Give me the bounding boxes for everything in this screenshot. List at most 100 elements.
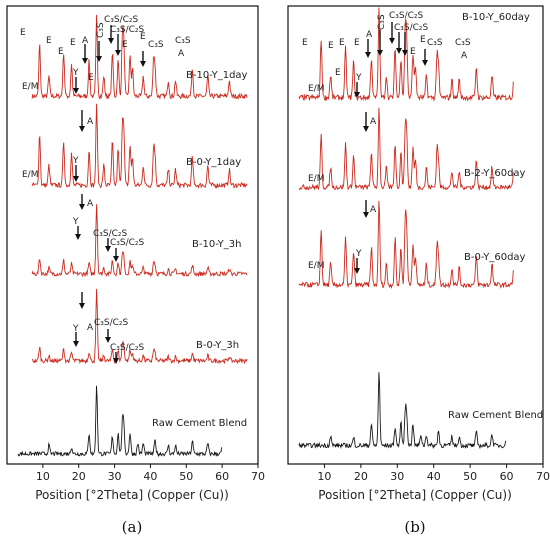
b-s1-peak-C3S-3: C₃S xyxy=(455,38,471,48)
b-arrow-c3sc2s-1 xyxy=(389,22,395,44)
a-s1-peak-E-1: E xyxy=(20,28,26,38)
a-s2-peak-A: A xyxy=(87,117,94,127)
b-arrow-c3s-2 xyxy=(422,49,428,66)
a-series-label-2: B-0-Y_1day xyxy=(186,157,241,168)
b-series-label-3: B-0-Y_60day xyxy=(464,252,526,263)
a-s1-peak-E-4: E xyxy=(70,38,76,48)
b-trace-s1 xyxy=(298,7,514,102)
b-s1-peak-A-2: A xyxy=(461,51,468,61)
a-s2-peak-Y: Y xyxy=(72,156,79,166)
b-trace-s2 xyxy=(298,107,514,191)
a-s4-peak-Y: Y xyxy=(72,324,79,334)
a-arrow-c3sc2s-6 xyxy=(113,352,119,364)
a-arrow-c3s-2 xyxy=(140,51,146,67)
a-series-label-raw: Raw Cement Blend xyxy=(152,418,247,429)
a-s2-peak-EM: E/M xyxy=(22,170,38,180)
b-arrow-A-3 xyxy=(363,200,369,218)
b-series-label-raw: Raw Cement Blend xyxy=(448,410,543,421)
panel-b-label: (b) xyxy=(404,518,425,536)
a-x-tick-label-20: 20 xyxy=(72,470,86,483)
b-trace-s3 xyxy=(298,200,514,289)
a-s4-peak-A: A xyxy=(87,323,94,333)
a-trace-s2 xyxy=(31,103,248,190)
a-trace-s4 xyxy=(31,288,248,365)
b-series-label-1: B-10-Y_60day xyxy=(462,12,530,23)
a-s1-peak-E-7: E xyxy=(140,32,146,42)
b-x-tick-label-20: 20 xyxy=(354,470,368,483)
a-s1-peak-C3S-2: C₃S xyxy=(148,40,164,50)
b-arrow-C3S-1 xyxy=(377,30,383,56)
b-s2-peak-EM: E/M xyxy=(308,174,324,184)
b-s1-peak-C3S-2: C₃S xyxy=(427,38,443,48)
a-arrow-A-3 xyxy=(79,194,85,210)
b-s1-peak-C3SC2S-2: C₃S/C₂S xyxy=(394,23,429,33)
b-x-tick-label-60: 60 xyxy=(500,470,514,483)
a-x-tick-label-70: 70 xyxy=(251,470,265,483)
a-s1-peak-C3S-3: C₃S xyxy=(175,36,191,46)
a-s3-peak-A: A xyxy=(87,199,94,209)
a-s1-peak-C3SC2S-1: C₃S/C₂S xyxy=(104,15,139,25)
b-s2-peak-A: A xyxy=(370,117,377,127)
a-s1-peak-A-2: A xyxy=(178,49,185,59)
a-arrow-C3S-1 xyxy=(96,41,102,62)
b-s1-peak-C3S: C₃S xyxy=(377,14,387,30)
a-arrow-c3sc2s-4 xyxy=(113,248,119,262)
a-x-tick-label-30: 30 xyxy=(108,470,122,483)
a-s3-peak-C3SC2S-1: C₃S/C₂S xyxy=(93,229,128,239)
a-s1-peak-A: A xyxy=(82,36,89,46)
b-s3-peak-Y: Y xyxy=(355,249,362,259)
b-s1-peak-E-1: E xyxy=(302,38,308,48)
a-s4-peak-C3SC2S-1: C₃S/C₂S xyxy=(94,318,129,328)
a-x-tick-label-50: 50 xyxy=(179,470,193,483)
b-x-tick-label-10: 10 xyxy=(317,470,331,483)
a-s4-peak-C3SC2S-2: C₃S/C₂S xyxy=(110,343,145,353)
a-trace-s3 xyxy=(31,204,248,278)
a-arrow-c3sc2s-2 xyxy=(115,34,121,56)
b-x-tick-label-70: 70 xyxy=(536,470,550,483)
b-x-tick-label-50: 50 xyxy=(463,470,477,483)
a-x-tick-label-10: 10 xyxy=(36,470,50,483)
a-arrow-A-2 xyxy=(79,110,85,132)
a-arrow-A-1 xyxy=(82,44,88,64)
a-s1-peak-C3S: C₃S xyxy=(96,22,106,38)
a-s1-peak-E-6: E xyxy=(122,40,128,50)
b-arrow-Y-1 xyxy=(354,82,360,98)
a-x-axis-label: Position [°2Theta] (Copper (Cu)) xyxy=(35,488,229,502)
a-arrow-Y-4 xyxy=(73,332,79,347)
b-s1-peak-Y: Y xyxy=(355,73,362,83)
panel-a-label: (a) xyxy=(122,518,143,536)
a-x-tick-label-40: 40 xyxy=(143,470,157,483)
a-s1-peak-E-5: E xyxy=(88,73,94,83)
b-s3-peak-A: A xyxy=(370,205,377,215)
a-arrow-c3sc2s-1 xyxy=(108,25,114,44)
b-x-tick-label-40: 40 xyxy=(427,470,441,483)
a-s1-peak-E-3: E xyxy=(58,47,64,57)
b-s1-peak-E-2: E xyxy=(328,41,334,51)
b-trace-raw xyxy=(298,372,507,450)
b-s1-peak-C3SC2S-1: C₃S/C₂S xyxy=(389,11,424,21)
b-s1-peak-E-7: E xyxy=(335,68,341,78)
a-arrow-A-4 xyxy=(79,292,85,309)
a-x-tick-label-60: 60 xyxy=(215,470,229,483)
a-s1-peak-E-2: E xyxy=(46,36,52,46)
b-s1-peak-E-5: E xyxy=(410,47,416,57)
b-arrow-c3sc2s-2 xyxy=(396,32,402,54)
a-trace-s1 xyxy=(31,14,248,101)
b-arrow-E-1 xyxy=(402,32,408,56)
b-arrow-Y-2 xyxy=(354,258,360,274)
a-arrow-c3sc2s-3 xyxy=(105,238,111,252)
b-x-tick-label-30: 30 xyxy=(390,470,404,483)
panel-b-frame xyxy=(287,5,544,465)
b-s1-peak-A: A xyxy=(366,30,373,40)
a-arrow-Y-1 xyxy=(73,77,79,94)
b-s1-peak-E-4: E xyxy=(354,38,360,48)
panel-a-annotations: E E E E E A C₃S C₃S/C₂S C₃S/C₂S E E C₃S … xyxy=(20,15,248,429)
a-s3-peak-Y: Y xyxy=(72,217,79,227)
b-arrow-A-1 xyxy=(365,39,371,58)
b-x-axis-label: Position [°2Theta] (Copper (Cu)) xyxy=(318,488,512,502)
a-series-label-3: B-10-Y_3h xyxy=(192,239,241,250)
a-trace-raw xyxy=(17,385,223,458)
b-s1-peak-E-6: E xyxy=(420,35,426,45)
a-s1-peak-EM: E/M xyxy=(22,82,38,92)
